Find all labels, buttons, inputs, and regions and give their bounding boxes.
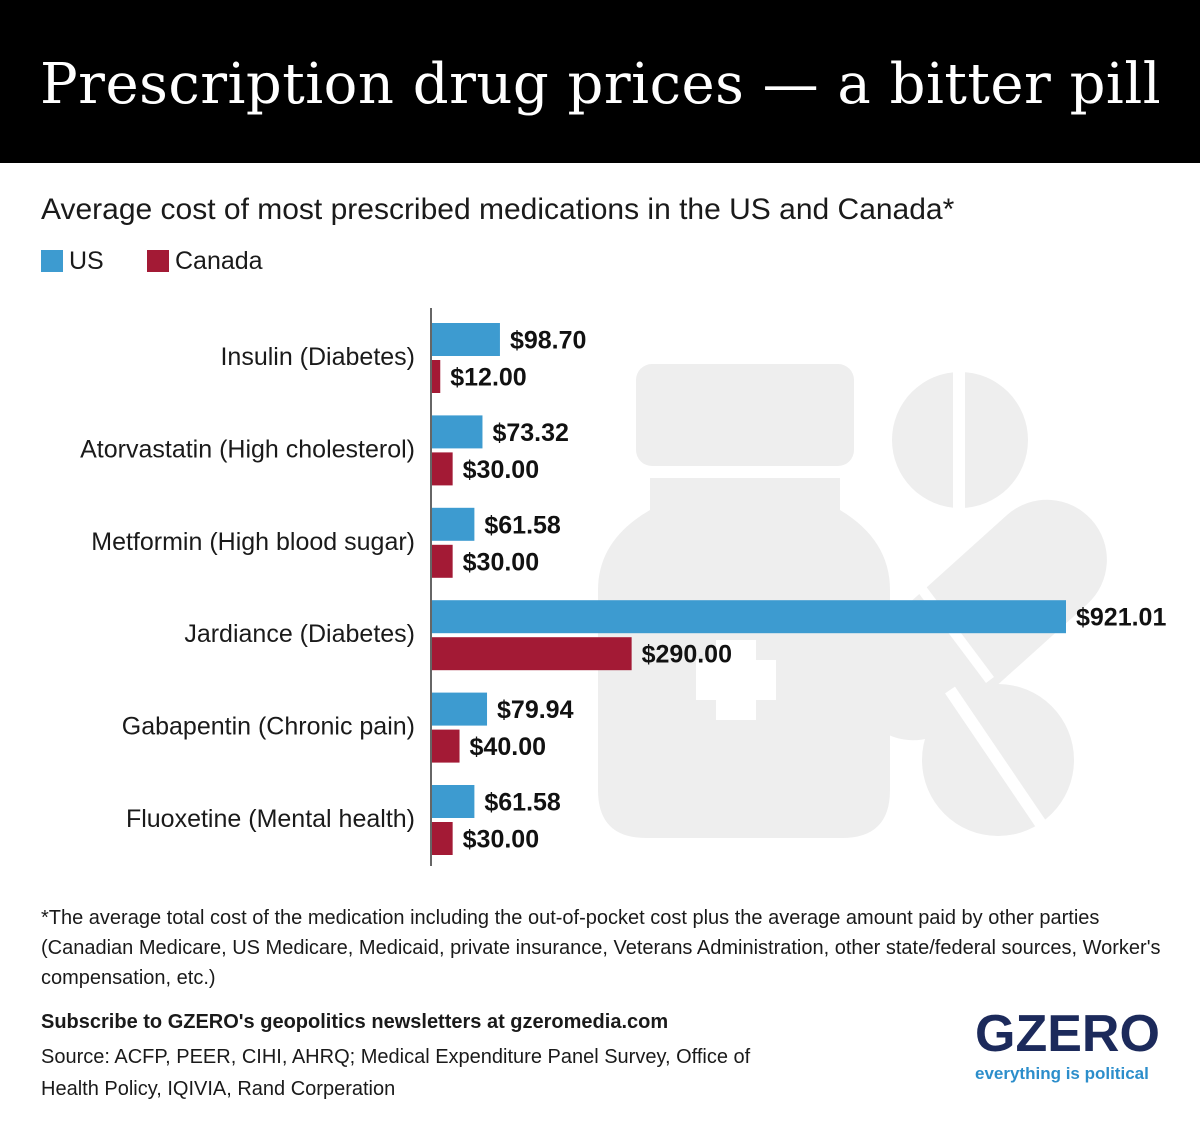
bar-canada-metformin-high-blood-sugar: [432, 544, 453, 578]
legend-swatch-us: [41, 250, 63, 272]
bar-us-gabapentin-chronic-pain: [432, 692, 488, 726]
value-label-us-metformin-high-blood-sugar: $61.58: [484, 511, 561, 539]
pill-bottle-illustration: [598, 364, 1107, 838]
bottle-cap-shape: [636, 364, 854, 466]
value-label-canada-gabapentin-chronic-pain: $40.00: [470, 733, 546, 761]
bar-canada-fluoxetine-mental-health: [432, 822, 453, 855]
gzero-logo: GZERO: [975, 1005, 1160, 1063]
header-banner: Prescription drug prices — a bitter pill: [0, 0, 1200, 163]
bars-group: $98.70 $12.00 $73.32 $30.00 $61.58 $30.00 $921…: [432, 323, 1166, 855]
bar-canada-jardiance-diabetes: [432, 637, 632, 671]
bar-us-atorvastatin-high-cholesterol: [432, 415, 483, 449]
value-label-us-insulin-diabetes: $98.70: [510, 327, 586, 355]
brand: GZERO everything is political: [975, 1008, 1165, 1084]
legend-item-canada: Canada: [147, 247, 263, 276]
value-label-canada-fluoxetine-mental-health: $30.00: [463, 826, 539, 854]
legend-label-canada: Canada: [175, 247, 263, 275]
value-label-us-jardiance-diabetes: $921.01: [1076, 604, 1166, 632]
subscribe-text: Subscribe to GZERO's geopolitics newslet…: [41, 1011, 669, 1033]
category-label-jardiance-diabetes: Jardiance (Diabetes): [184, 620, 415, 648]
pill-split-line-top: [953, 368, 965, 514]
bar-canada-gabapentin-chronic-pain: [432, 729, 460, 763]
medical-cross-horizontal: [696, 660, 776, 700]
value-label-us-fluoxetine-mental-health: $61.58: [484, 789, 561, 817]
bar-canada-insulin-diabetes: [432, 360, 441, 393]
footnote: *The average total cost of the medicatio…: [41, 907, 1161, 989]
bar-us-fluoxetine-mental-health: [432, 785, 475, 818]
value-label-us-atorvastatin-high-cholesterol: $73.32: [492, 419, 568, 447]
bar-us-metformin-high-blood-sugar: [432, 507, 475, 541]
bar-us-jardiance-diabetes: [432, 600, 1066, 634]
category-label-insulin-diabetes: Insulin (Diabetes): [220, 343, 415, 371]
page-title: Prescription drug prices — a bitter pill: [40, 52, 1162, 117]
category-label-atorvastatin-high-cholesterol: Atorvastatin (High cholesterol): [80, 435, 415, 463]
category-label-metformin-high-blood-sugar: Metformin (High blood sugar): [91, 528, 415, 556]
category-label-gabapentin-chronic-pain: Gabapentin (Chronic pain): [122, 713, 415, 741]
value-label-canada-atorvastatin-high-cholesterol: $30.00: [463, 456, 539, 484]
legend-label-us: US: [69, 247, 104, 275]
value-label-canada-insulin-diabetes: $12.00: [450, 364, 526, 392]
bar-chart: $98.70 $12.00 $73.32 $30.00 $61.58 $30.00 $921…: [80, 308, 1166, 866]
legend-swatch-canada: [147, 250, 169, 272]
chart-title: Average cost of most prescribed medicati…: [41, 193, 955, 226]
source-text: Source: ACFP, PEER, CIHI, AHRQ; Medical …: [41, 1046, 751, 1100]
legend-item-us: US: [41, 247, 104, 276]
category-label-fluoxetine-mental-health: Fluoxetine (Mental health): [126, 805, 415, 833]
bar-us-insulin-diabetes: [432, 323, 500, 356]
value-label-us-gabapentin-chronic-pain: $79.94: [497, 696, 574, 724]
value-label-canada-jardiance-diabetes: $290.00: [642, 641, 732, 669]
bar-canada-atorvastatin-high-cholesterol: [432, 452, 453, 486]
pill-split-line-bottom: [945, 686, 1050, 834]
value-label-canada-metformin-high-blood-sugar: $30.00: [463, 548, 539, 576]
brand-tagline: everything is political: [975, 1064, 1149, 1083]
